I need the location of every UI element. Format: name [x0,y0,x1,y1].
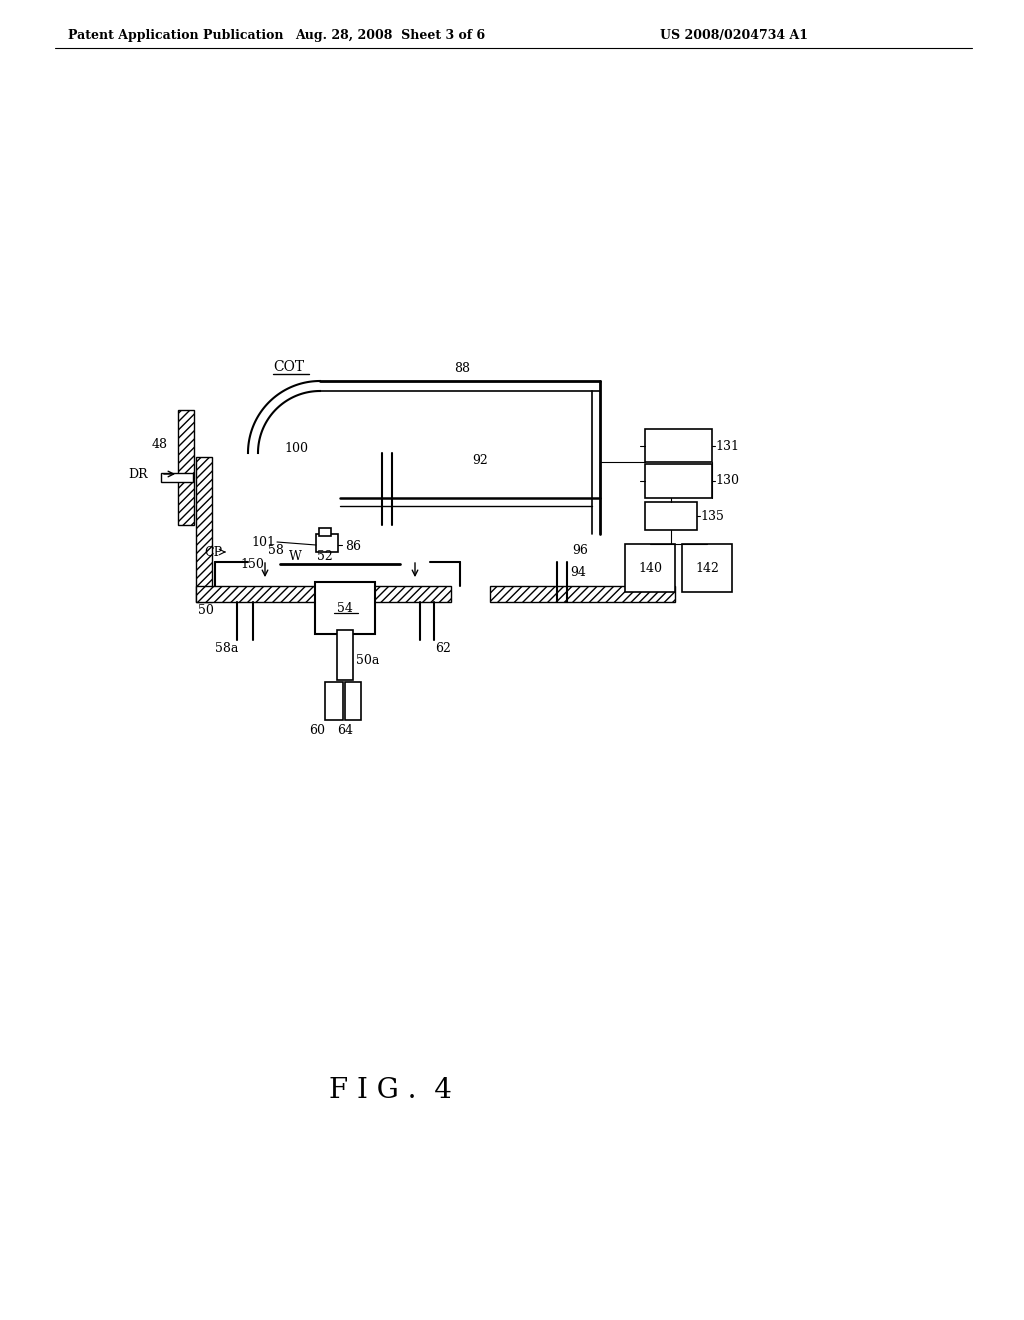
Text: 94: 94 [570,565,586,578]
Bar [325,682,343,719]
Text: 88: 88 [454,363,470,375]
Text: 50a: 50a [356,653,379,667]
Text: Patent Application Publication: Patent Application Publication [68,29,284,41]
Text: 150: 150 [240,557,264,570]
Text: US 2008/0204734 A1: US 2008/0204734 A1 [660,29,808,41]
Text: 54: 54 [337,602,353,615]
Text: COT: COT [273,360,304,374]
Text: 142: 142 [695,561,719,574]
Text: 86: 86 [345,540,361,553]
Bar [645,429,712,462]
Text: F I G .  4: F I G . 4 [329,1077,452,1104]
Bar [316,535,338,552]
Bar [178,411,194,525]
Text: CP: CP [204,545,222,558]
Bar [337,630,353,680]
Bar [196,586,451,602]
Text: 131: 131 [715,440,739,453]
Bar [625,544,675,591]
Text: 50: 50 [198,603,214,616]
Bar [645,465,712,498]
Text: W: W [289,549,301,562]
Text: 140: 140 [638,561,662,574]
Bar [319,528,331,536]
Bar [345,682,361,719]
Text: 92: 92 [472,454,487,466]
Text: 60: 60 [309,723,325,737]
Bar [490,586,675,602]
Text: 52: 52 [317,549,333,562]
Text: 48: 48 [152,438,168,451]
Text: Aug. 28, 2008  Sheet 3 of 6: Aug. 28, 2008 Sheet 3 of 6 [295,29,485,41]
Text: 100: 100 [284,441,308,454]
Text: 101: 101 [251,536,275,549]
Text: 130: 130 [715,474,739,487]
Bar [645,502,697,531]
Text: 58a: 58a [215,642,238,655]
Bar [161,473,193,482]
Bar [682,544,732,591]
Text: 64: 64 [337,723,353,737]
Text: 96: 96 [572,544,588,557]
Text: DR: DR [128,467,148,480]
Bar [315,582,375,634]
Bar [196,457,212,602]
Text: 62: 62 [435,642,451,655]
Text: 135: 135 [700,510,724,523]
Text: 58: 58 [268,544,284,557]
